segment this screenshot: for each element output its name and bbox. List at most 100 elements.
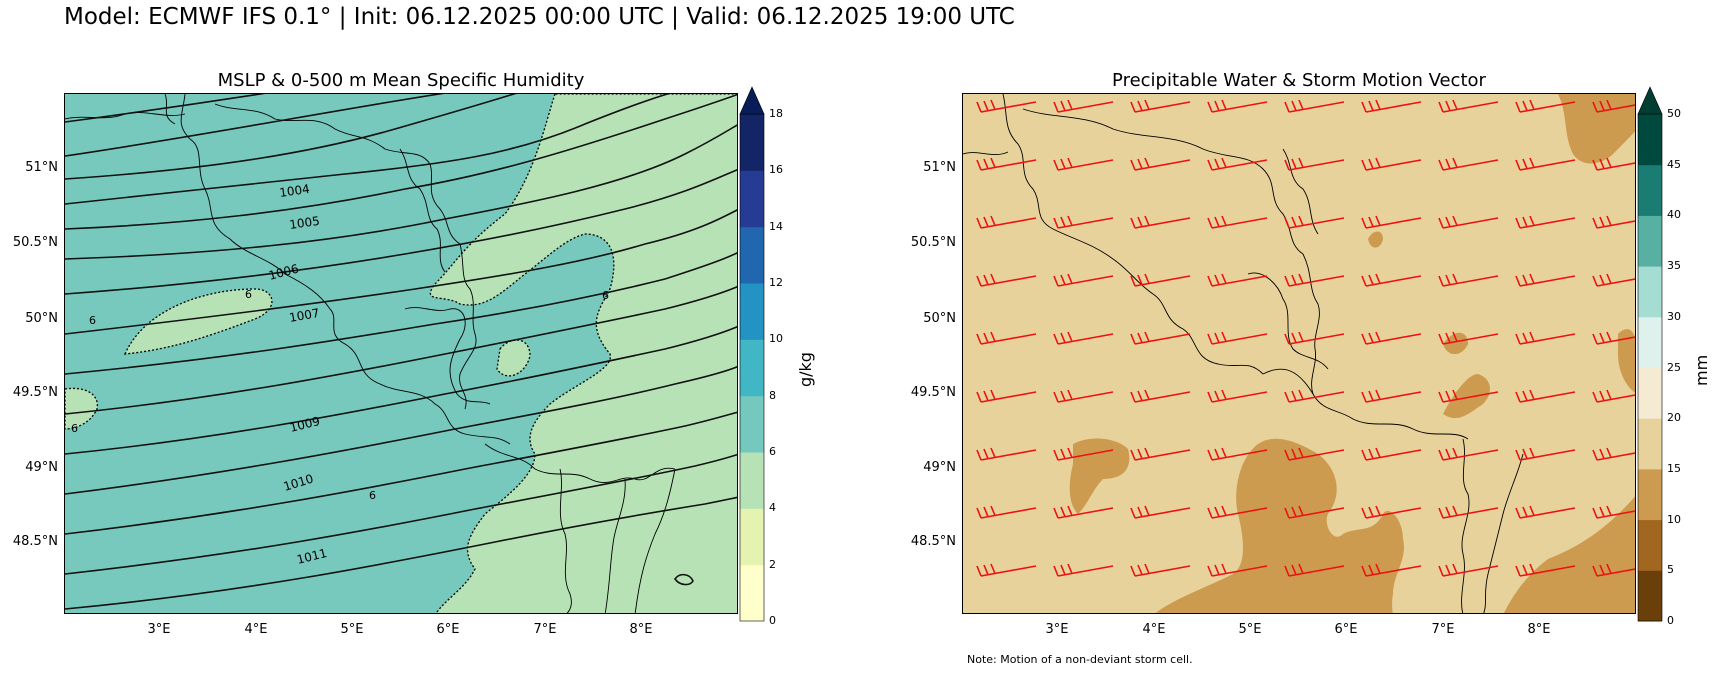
left-map-canvas: 1004 1005 1006 1007 1009 1010 1011 6 6 6… [65, 94, 737, 613]
storm-motion-barb [976, 331, 1037, 345]
right-colorbar-tick: 50 [1667, 107, 1681, 120]
storm-motion-barb [1053, 215, 1114, 229]
isobar-label: 1007 [288, 306, 321, 325]
right-coastlines-and-borders [963, 94, 1524, 613]
humidity-labels: 6 6 6 6 6 [71, 288, 609, 502]
storm-motion-barb [1361, 273, 1422, 287]
storm-motion-barb [1592, 273, 1635, 287]
right-lat-label: 48.5°N [910, 534, 956, 549]
storm-motion-barb [1130, 563, 1191, 577]
humidity-label: 6 [245, 288, 252, 301]
left-colorbar-tick: 8 [769, 388, 776, 402]
storm-motion-barb [1130, 331, 1191, 345]
storm-motion-barb [1207, 273, 1268, 287]
storm-motion-barb [1515, 273, 1576, 287]
right-colorbar-tick: 10 [1667, 512, 1681, 526]
isobar-label: 1005 [288, 214, 320, 232]
left-colorbar-tick: 16 [769, 163, 783, 177]
right-colorbar-tick: 20 [1667, 411, 1681, 425]
storm-motion-barb [1207, 505, 1268, 519]
storm-motion-barb [1207, 389, 1268, 403]
left-lon-label: 4°E [244, 622, 268, 637]
right-colorbar-band [1638, 519, 1662, 571]
left-colorbar-tick: 18 [769, 107, 783, 120]
left-lon-label: 8°E [629, 622, 653, 637]
humidity-label: 6 [89, 314, 96, 327]
storm-motion-barb [976, 505, 1037, 519]
left-colorbar-band [740, 395, 764, 453]
left-lat-label: 51°N [25, 160, 58, 175]
left-lon-label: 5°E [340, 622, 364, 637]
storm-motion-barb [1130, 157, 1191, 171]
storm-motion-barb [1438, 273, 1499, 287]
dry-region-west [123, 288, 273, 355]
humidity-label: 6 [369, 489, 376, 502]
right-colorbar-tick: 25 [1667, 360, 1681, 374]
storm-motion-barb [1207, 157, 1268, 171]
left-colorbar-extend [739, 86, 765, 115]
right-lon-label: 8°E [1527, 622, 1551, 637]
right-panel-title: Precipitable Water & Storm Motion Vector [1112, 70, 1486, 91]
storm-motion-barb [976, 563, 1037, 577]
left-lat-label: 50.5°N [12, 235, 58, 250]
right-colorbar-band [1638, 468, 1662, 521]
left-colorbar-tick: 10 [769, 332, 783, 346]
left-lat-label: 50°N [25, 311, 58, 326]
storm-motion-barb [976, 157, 1037, 171]
right-colorbar-band [1638, 367, 1662, 419]
figure-title: Model: ECMWF IFS 0.1° | Init: 06.12.2025… [64, 4, 1015, 30]
left-lon-label: 3°E [147, 622, 171, 637]
storm-motion-barb [1284, 389, 1345, 403]
storm-motion-barb [1515, 505, 1576, 519]
left-lat-label: 48.5°N [12, 534, 58, 549]
storm-motion-barb [1361, 447, 1422, 461]
storm-motion-barb [1207, 447, 1268, 461]
left-colorbar-tick: 14 [769, 219, 783, 233]
right-colorbar-tick: 0 [1667, 614, 1674, 627]
left-lat-label: 49°N [25, 460, 58, 475]
storm-motion-barb [1592, 215, 1635, 229]
storm-motion-barb [1053, 389, 1114, 403]
right-colorbar-band [1638, 114, 1662, 166]
storm-motion-barb [1284, 157, 1345, 171]
storm-motion-barb [976, 99, 1037, 113]
storm-motion-barb [1515, 389, 1576, 403]
storm-motion-barb [1438, 215, 1499, 229]
storm-motion-barb [1438, 447, 1499, 461]
storm-motion-barb [1361, 331, 1422, 345]
humidity-label: 6 [71, 422, 78, 435]
storm-motion-barb [1284, 331, 1345, 345]
left-lon-label: 7°E [533, 622, 557, 637]
storm-motion-barb [1515, 331, 1576, 345]
left-lat-label: 49.5°N [12, 385, 58, 400]
storm-motion-barb [1361, 157, 1422, 171]
storm-motion-barb [1592, 157, 1635, 171]
right-colorbar-tick: 45 [1667, 157, 1681, 171]
storm-motion-barbs [976, 99, 1635, 577]
storm-motion-barb [1053, 99, 1114, 113]
storm-motion-barb [1207, 99, 1268, 113]
left-colorbar-band [740, 114, 764, 171]
storm-motion-barb [1438, 157, 1499, 171]
right-lon-label: 3°E [1045, 622, 1069, 637]
storm-motion-barb [1438, 505, 1499, 519]
dry-region-small [496, 339, 531, 377]
storm-motion-barb [1592, 447, 1635, 461]
storm-motion-barb [1592, 505, 1635, 519]
right-colorbar-band [1638, 215, 1662, 267]
right-colorbar-band [1638, 266, 1662, 318]
right-lon-label: 4°E [1142, 622, 1166, 637]
storm-motion-barb [1130, 215, 1191, 229]
storm-motion-barb [1592, 563, 1635, 577]
footnote: Note: Motion of a non-deviant storm cell… [967, 653, 1193, 666]
right-colorbar-tick: 35 [1667, 259, 1681, 273]
right-colorbar-band [1638, 164, 1662, 216]
right-colorbar-band [1638, 316, 1662, 368]
storm-motion-barb [1284, 215, 1345, 229]
left-colorbar-tick: 0 [769, 614, 776, 627]
left-colorbar-band [740, 283, 764, 340]
storm-motion-barb [1361, 505, 1422, 519]
storm-motion-barb [1130, 505, 1191, 519]
right-lat-label: 49°N [923, 460, 956, 475]
storm-motion-barb [1130, 273, 1191, 287]
